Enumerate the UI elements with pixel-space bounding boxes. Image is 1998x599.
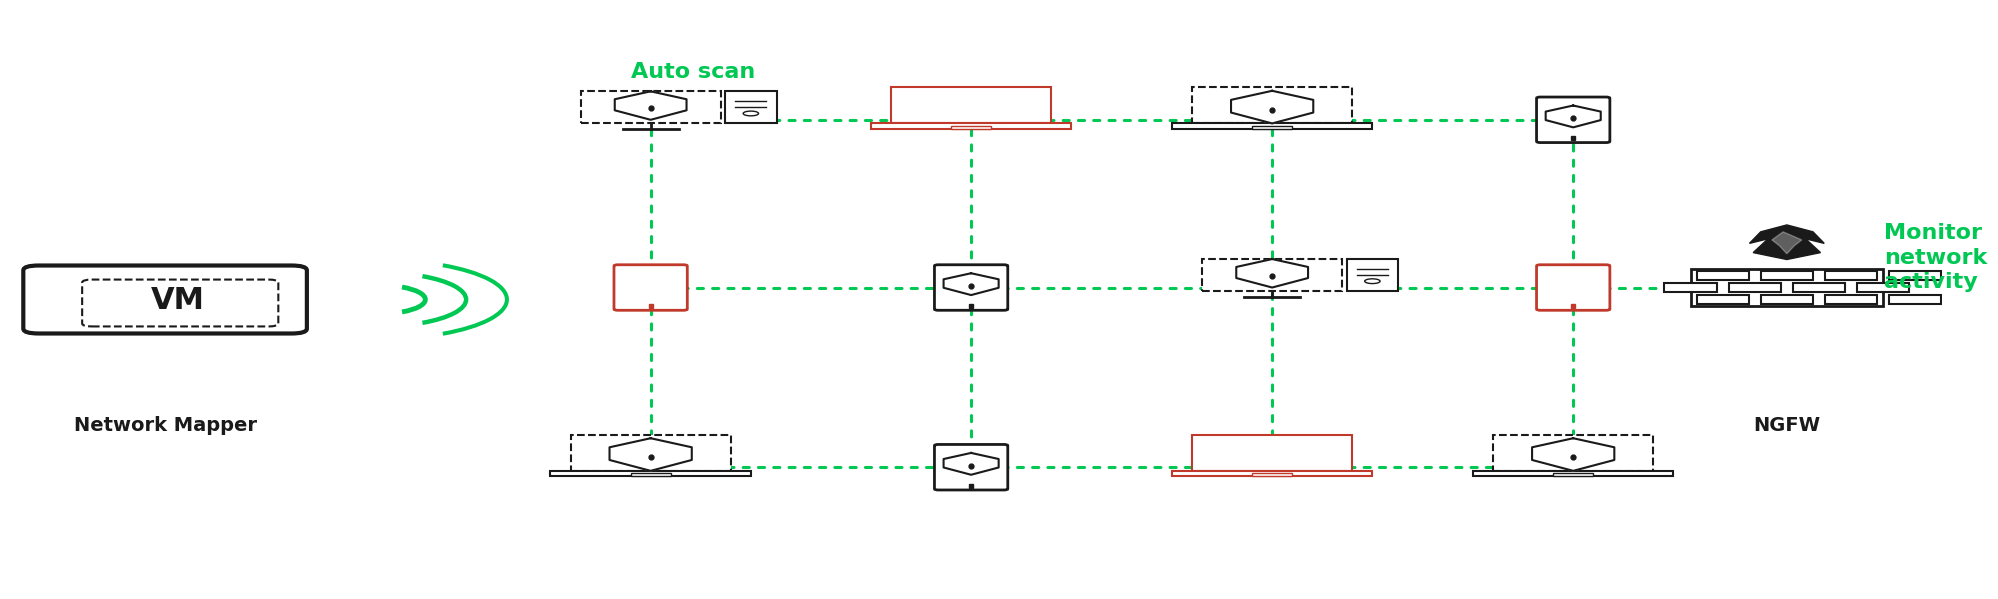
FancyBboxPatch shape — [629, 473, 671, 476]
FancyBboxPatch shape — [569, 435, 731, 471]
FancyBboxPatch shape — [933, 265, 1007, 310]
FancyBboxPatch shape — [1664, 283, 1716, 292]
Text: Network Mapper: Network Mapper — [74, 416, 256, 435]
FancyBboxPatch shape — [1696, 295, 1748, 304]
Polygon shape — [1530, 438, 1614, 471]
FancyBboxPatch shape — [1728, 283, 1780, 292]
FancyBboxPatch shape — [1473, 471, 1672, 476]
FancyBboxPatch shape — [1690, 270, 1882, 305]
FancyBboxPatch shape — [1792, 283, 1844, 292]
FancyBboxPatch shape — [1888, 295, 1940, 304]
FancyBboxPatch shape — [82, 280, 278, 326]
FancyBboxPatch shape — [581, 91, 719, 123]
FancyBboxPatch shape — [1191, 87, 1351, 123]
FancyBboxPatch shape — [1824, 271, 1876, 280]
FancyBboxPatch shape — [725, 91, 775, 123]
FancyBboxPatch shape — [1888, 271, 1940, 280]
FancyBboxPatch shape — [1536, 265, 1608, 310]
FancyBboxPatch shape — [1856, 283, 1908, 292]
Polygon shape — [943, 453, 999, 475]
FancyBboxPatch shape — [24, 265, 308, 334]
FancyBboxPatch shape — [1552, 473, 1592, 476]
Polygon shape — [609, 438, 691, 471]
FancyBboxPatch shape — [951, 126, 991, 129]
Text: VM: VM — [150, 286, 204, 315]
FancyBboxPatch shape — [613, 265, 687, 310]
FancyBboxPatch shape — [891, 87, 1051, 123]
Polygon shape — [615, 91, 685, 120]
FancyBboxPatch shape — [933, 444, 1007, 490]
Polygon shape — [1235, 259, 1307, 288]
FancyBboxPatch shape — [549, 471, 751, 476]
FancyBboxPatch shape — [1696, 271, 1748, 280]
Polygon shape — [1544, 105, 1600, 128]
Polygon shape — [1231, 91, 1313, 123]
FancyBboxPatch shape — [871, 123, 1071, 129]
FancyBboxPatch shape — [1347, 259, 1397, 291]
FancyBboxPatch shape — [1201, 259, 1341, 291]
FancyBboxPatch shape — [1760, 295, 1812, 304]
Polygon shape — [1770, 232, 1800, 254]
FancyBboxPatch shape — [1824, 295, 1876, 304]
FancyBboxPatch shape — [1191, 435, 1351, 471]
FancyBboxPatch shape — [1171, 471, 1371, 476]
Polygon shape — [943, 273, 999, 295]
Polygon shape — [1748, 225, 1824, 259]
FancyBboxPatch shape — [1251, 473, 1291, 476]
Text: Auto scan: Auto scan — [631, 62, 755, 82]
Text: NGFW: NGFW — [1752, 416, 1820, 435]
Text: Monitor
network
activity: Monitor network activity — [1882, 223, 1986, 292]
FancyBboxPatch shape — [1493, 435, 1652, 471]
FancyBboxPatch shape — [1536, 97, 1608, 143]
FancyBboxPatch shape — [1251, 126, 1291, 129]
FancyBboxPatch shape — [1760, 271, 1812, 280]
FancyBboxPatch shape — [1171, 123, 1371, 129]
